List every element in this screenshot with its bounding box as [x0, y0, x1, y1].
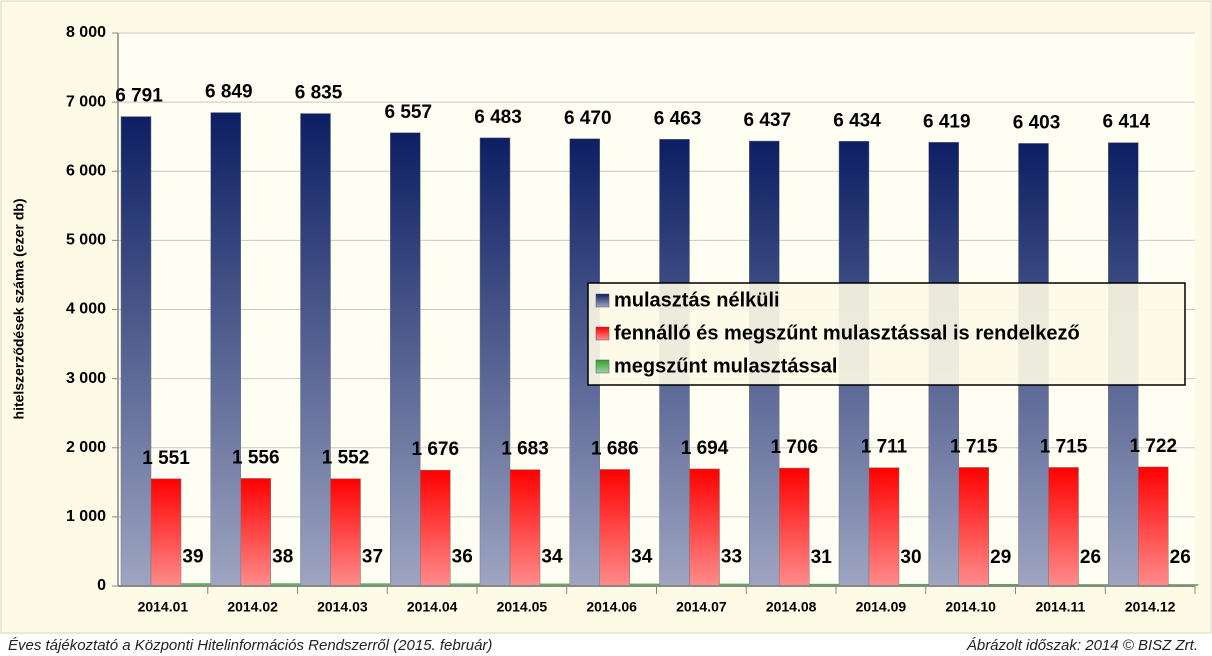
y-tick-label: 5 000 [66, 232, 106, 249]
bar [719, 583, 750, 586]
bar [420, 469, 451, 587]
bar [479, 137, 511, 587]
data-label: 6 483 [474, 107, 522, 128]
y-axis-title: hitelszerződések száma (ezer db) [11, 199, 27, 420]
x-tick-label: 2014.06 [586, 599, 637, 615]
footer-left: Éves tájékoztató a Központi Hitelinformá… [8, 637, 492, 654]
data-label: 1 552 [322, 448, 370, 469]
bar [689, 468, 720, 587]
bar [868, 467, 900, 587]
x-tick-label: 2014.03 [317, 599, 368, 615]
bar [988, 583, 1019, 586]
legend-label: fennálló és megszűnt mulasztással is ren… [614, 322, 1080, 344]
x-tick-label: 2014.08 [766, 599, 817, 615]
data-label: 6 470 [564, 108, 612, 129]
bar [958, 467, 989, 587]
data-label: 1 715 [1040, 436, 1088, 457]
bar [509, 469, 541, 587]
data-label: 26 [1080, 547, 1101, 568]
bar [390, 132, 421, 587]
data-label: 1 711 [861, 437, 908, 458]
x-tick-label: 2014.02 [227, 599, 278, 615]
data-label: 6 835 [295, 83, 343, 104]
data-label: 6 403 [1013, 112, 1061, 133]
data-label: 1 694 [681, 438, 729, 459]
x-tick-label: 2014.10 [945, 599, 996, 615]
x-tick-label: 2014.04 [407, 599, 458, 615]
bar [360, 583, 391, 586]
data-label: 6 463 [654, 108, 702, 129]
data-label: 1 551 [142, 448, 190, 469]
data-label: 1 686 [591, 438, 639, 459]
data-label: 34 [541, 547, 563, 568]
data-label: 6 791 [115, 86, 163, 107]
data-label: 33 [721, 547, 742, 568]
data-label: 6 557 [384, 102, 432, 123]
data-label: 6 414 [1102, 112, 1150, 133]
y-tick-label: 1 000 [66, 508, 106, 525]
legend-label: mulasztás nélküli [614, 289, 780, 311]
y-tick-label: 0 [97, 577, 106, 594]
legend-marker [595, 359, 610, 374]
y-tick-label: 8 000 [66, 24, 106, 41]
data-label: 1 683 [501, 439, 549, 460]
bar [809, 583, 840, 586]
y-tick-label: 3 000 [66, 370, 106, 387]
bar [240, 478, 271, 587]
data-label: 6 419 [923, 111, 971, 132]
x-tick-label: 2014.09 [856, 599, 907, 615]
bar [120, 116, 152, 587]
data-label: 1 715 [950, 436, 998, 457]
bar [330, 478, 361, 587]
bar [779, 467, 810, 587]
data-label: 29 [990, 547, 1011, 568]
data-label: 36 [452, 547, 473, 568]
bar [181, 583, 211, 586]
y-tick-label: 4 000 [66, 301, 106, 318]
x-tick-label: 2014.11 [1035, 599, 1085, 615]
footer-right: Ábrázolt időszak: 2014 © BISZ Zrt. [966, 637, 1198, 654]
data-label: 31 [811, 547, 833, 568]
y-tick-label: 6 000 [66, 162, 106, 179]
data-label: 1 706 [770, 437, 818, 458]
bar [210, 112, 241, 587]
legend-marker [595, 293, 610, 308]
bar [1138, 466, 1169, 587]
bar [450, 583, 481, 586]
data-label: 1 556 [232, 447, 280, 468]
bar [150, 478, 182, 587]
legend-marker [595, 326, 610, 341]
bar [899, 583, 929, 586]
data-label: 6 434 [833, 110, 881, 131]
legend-box [587, 282, 1186, 386]
x-tick-label: 2014.12 [1125, 599, 1176, 615]
bar [270, 583, 301, 586]
data-label: 26 [1170, 547, 1191, 568]
legend-label: megszűnt mulasztással [614, 355, 837, 377]
y-tick-label: 7 000 [66, 93, 106, 110]
bar [1048, 467, 1079, 587]
data-label: 38 [272, 546, 293, 567]
x-tick-label: 2014.01 [138, 599, 189, 615]
data-label: 6 849 [205, 82, 253, 103]
data-label: 1 676 [411, 439, 459, 460]
data-label: 34 [631, 547, 653, 568]
x-tick-label: 2014.05 [497, 599, 548, 615]
bar [300, 113, 331, 587]
data-label: 37 [362, 546, 383, 567]
bar [629, 583, 660, 586]
bar [540, 583, 570, 586]
bar [599, 469, 630, 587]
x-tick-label: 2014.07 [676, 599, 727, 615]
y-tick-label: 2 000 [66, 439, 106, 456]
data-label: 39 [182, 546, 203, 567]
data-label: 1 722 [1129, 436, 1177, 457]
data-label: 6 437 [743, 110, 791, 131]
data-label: 30 [900, 547, 921, 568]
